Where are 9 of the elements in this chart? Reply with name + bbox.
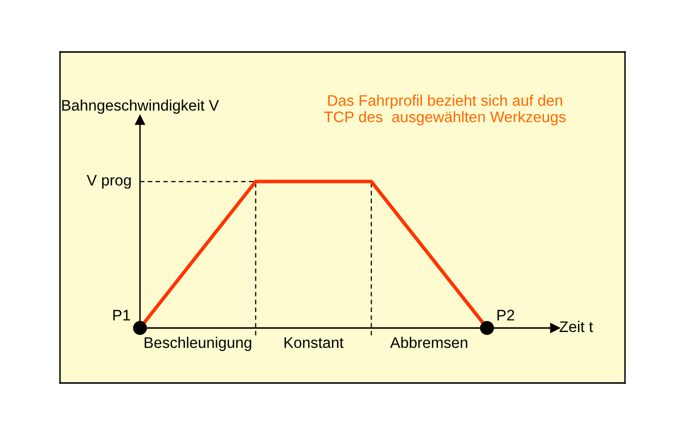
y-axis-title: Bahngeschwindigkeit V [62,100,219,114]
text: Beschleunigung [144,336,252,352]
text: Konstant [284,337,344,348]
x-axis-title: Zeit t [560,320,593,332]
text: Abbremsen [390,336,468,348]
text: P1 [113,310,130,320]
ref-line-label: V prog [86,174,131,189]
chart-title: Das Fahrprofil bezieht sich auf den TCP des ausgewählten Werkzeugs [324,94,566,126]
annotation: P2 [497,310,514,320]
